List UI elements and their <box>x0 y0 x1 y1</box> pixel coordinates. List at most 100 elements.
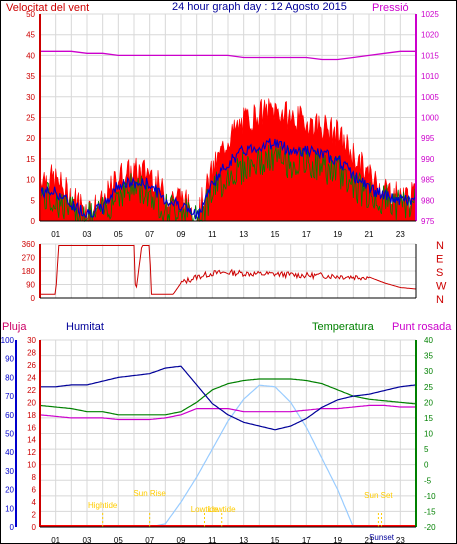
wind-y-tick-label: 30 <box>26 93 35 102</box>
wind-x-tick-label: 11 <box>208 230 217 239</box>
rain-tick-label: 26 <box>27 361 36 370</box>
temperature-tick-label: 15 <box>424 414 433 423</box>
wind-x-tick-label: 13 <box>239 230 248 239</box>
rain-tick-label: 28 <box>27 348 36 357</box>
humidity-tick-label: 60 <box>5 411 14 420</box>
wind-y-tick-label: 50 <box>26 10 35 19</box>
wind-x-tick-label: 17 <box>302 230 311 239</box>
dir-y-tick-label: 90 <box>26 281 35 290</box>
rain-tick-label: 10 <box>27 461 36 470</box>
temperature-tick-label: -10 <box>424 492 436 501</box>
event-label: Sun Rise <box>133 489 166 498</box>
compass-label: S <box>436 267 443 279</box>
wind-y-tick-label: 20 <box>26 134 35 143</box>
pressure-y-tick-label: 995 <box>421 134 435 143</box>
rain-tick-label: 18 <box>27 411 36 420</box>
humidity-tick-label: 20 <box>5 486 14 495</box>
pressure-y-tick-label: 1020 <box>421 31 439 40</box>
temperature-tick-label: 0 <box>424 461 429 470</box>
temperature-tick-label: 20 <box>424 398 433 407</box>
legend-temperature: Temperatura <box>312 321 375 333</box>
humidity-tick-label: 0 <box>10 523 15 532</box>
pressure-y-tick-label: 1010 <box>421 72 439 81</box>
compass-label: N <box>436 240 444 252</box>
pressure-y-tick-label: 1005 <box>421 93 439 102</box>
wind-x-tick-label: 19 <box>333 230 342 239</box>
wind-x-tick-label: 01 <box>51 230 60 239</box>
rain-tick-label: 8 <box>32 473 37 482</box>
pressure-y-tick-label: 1000 <box>421 114 439 123</box>
wind-y-tick-label: 10 <box>26 176 35 185</box>
pressure-y-tick-label: 975 <box>421 217 435 226</box>
compass-label: N <box>436 294 444 306</box>
wind-y-tick-label: 5 <box>31 196 36 205</box>
rain-tick-label: 0 <box>32 523 37 532</box>
wind-y-tick-label: 0 <box>31 217 36 226</box>
wind-x-tick-label: 15 <box>271 230 280 239</box>
temperature-tick-label: 25 <box>424 383 433 392</box>
env-x-tick-label: 17 <box>302 536 311 544</box>
humidity-tick-label: 40 <box>5 448 14 457</box>
legend-rain: Pluja <box>2 321 27 333</box>
humidity-tick-label: 10 <box>5 504 14 513</box>
humidity-tick-label: 70 <box>5 392 14 401</box>
legend-dewpoint: Punt rosada <box>392 321 452 333</box>
rain-tick-label: 14 <box>27 436 36 445</box>
pressure-y-tick-label: 980 <box>421 196 435 205</box>
dir-y-tick-label: 360 <box>22 240 36 249</box>
wind-x-tick-label: 07 <box>145 230 154 239</box>
wind-y-tick-label: 35 <box>26 72 35 81</box>
env-x-tick-label: 15 <box>271 536 280 544</box>
compass-label: W <box>436 281 447 293</box>
wind-x-tick-label: 05 <box>114 230 123 239</box>
env-x-tick-label: 13 <box>239 536 248 544</box>
env-x-tick-label: 11 <box>208 536 217 544</box>
dir-y-tick-label: 270 <box>22 254 36 263</box>
rain-tick-label: 16 <box>27 423 36 432</box>
pressure-y-tick-label: 990 <box>421 155 435 164</box>
wind-y-tick-label: 45 <box>26 31 35 40</box>
wind-x-tick-label: 09 <box>177 230 186 239</box>
humidity-tick-label: 90 <box>5 355 14 364</box>
env-x-tick-label: 03 <box>83 536 92 544</box>
env-x-tick-label: 19 <box>333 536 342 544</box>
env-x-tick-label: 09 <box>177 536 186 544</box>
legend-humidity: Humitat <box>66 321 104 333</box>
event-label: Hightide <box>88 501 118 510</box>
env-x-tick-label: 07 <box>145 536 154 544</box>
wind-speed-title: Velocitat del vent <box>6 2 89 14</box>
event-label: Sun Set <box>364 491 393 500</box>
env-x-tick-label: 05 <box>114 536 123 544</box>
rain-tick-label: 22 <box>27 386 36 395</box>
rain-tick-label: 4 <box>32 498 37 507</box>
temperature-tick-label: -5 <box>424 476 432 485</box>
pressure-y-tick-label: 1015 <box>421 51 439 60</box>
wind-x-tick-label: 03 <box>83 230 92 239</box>
env-x-tick-label: 23 <box>396 536 405 544</box>
temperature-tick-label: 10 <box>424 430 433 439</box>
wind-x-tick-label: 23 <box>396 230 405 239</box>
humidity-tick-label: 50 <box>5 430 14 439</box>
wind-y-tick-label: 25 <box>26 114 35 123</box>
humidity-tick-label: 100 <box>1 336 15 345</box>
chart-title: 24 hour graph day : 12 Agosto 2015 <box>172 1 347 13</box>
rain-tick-label: 12 <box>27 448 36 457</box>
temperature-tick-label: -20 <box>424 523 436 532</box>
dir-y-tick-label: 180 <box>22 267 36 276</box>
rain-tick-label: 6 <box>32 486 37 495</box>
pressure-y-tick-label: 1025 <box>421 10 439 19</box>
dir-y-tick-label: 0 <box>31 294 36 303</box>
temperature-tick-label: 5 <box>424 445 429 454</box>
env-x-tick-label: 21 <box>365 536 374 544</box>
humidity-tick-label: 30 <box>5 467 14 476</box>
temperature-tick-label: 35 <box>424 352 433 361</box>
rain-tick-label: 24 <box>27 373 36 382</box>
wind-y-tick-label: 15 <box>26 155 35 164</box>
pressure-title: Pressió <box>372 2 409 14</box>
temperature-tick-label: -15 <box>424 507 436 516</box>
rain-tick-label: 20 <box>27 398 36 407</box>
temperature-tick-label: 40 <box>424 336 433 345</box>
pressure-y-tick-label: 985 <box>421 176 435 185</box>
compass-label: E <box>436 254 443 266</box>
